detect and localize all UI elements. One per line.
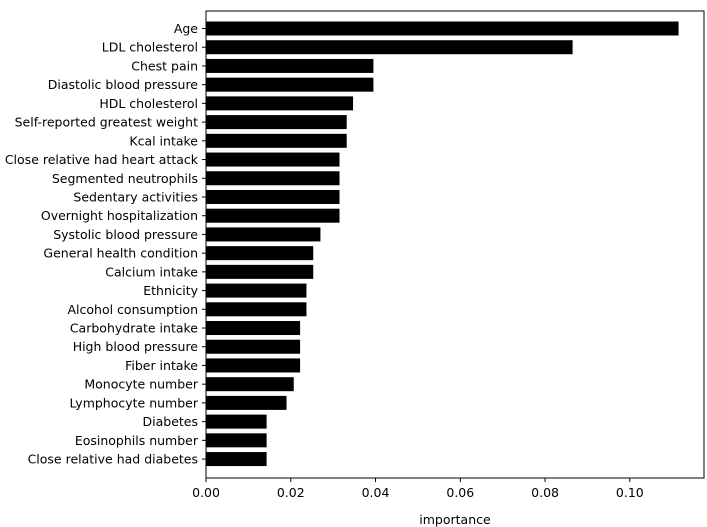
category-label-self-reported-greatest-weight: Self-reported greatest weight — [15, 115, 198, 130]
bar-high-blood-pressure — [206, 339, 301, 354]
bar-lymphocyte-number — [206, 395, 287, 410]
bar-close-relative-had-diabetes — [206, 452, 267, 467]
x-tick-label: 0.02 — [277, 485, 305, 500]
bar-monocyte-number — [206, 377, 294, 392]
bar-hdl-cholesterol — [206, 96, 354, 111]
x-tick-label: 0.04 — [362, 485, 390, 500]
bar-carbohydrate-intake — [206, 321, 301, 336]
bar-diabetes — [206, 414, 267, 429]
bar-calcium-intake — [206, 264, 314, 279]
plot-frame — [205, 10, 705, 479]
bar-eosinophils-number — [206, 433, 267, 448]
category-label-chest-pain: Chest pain — [131, 58, 198, 73]
category-label-eosinophils-number: Eosinophils number — [75, 433, 199, 448]
category-label-close-relative-had-diabetes: Close relative had diabetes — [28, 452, 198, 467]
category-label-segmented-neutrophils: Segmented neutrophils — [52, 171, 198, 186]
x-ticks-group: 0.00 0.02 0.04 0.06 0.08 0.10 — [192, 478, 644, 500]
bar-segmented-neutrophils — [206, 171, 340, 186]
bar-chest-pain — [206, 58, 374, 73]
bar-alcohol-consumption — [206, 302, 307, 317]
category-label-close-relative-had-heart-attack: Close relative had heart attack — [5, 152, 199, 167]
bar-overnight-hospitalization — [206, 208, 340, 223]
category-label-ethnicity: Ethnicity — [143, 283, 198, 298]
category-label-monocyte-number: Monocyte number — [84, 377, 198, 392]
x-tick-label: 0.10 — [616, 485, 644, 500]
x-tick-label: 0.00 — [192, 485, 220, 500]
category-label-kcal-intake: Kcal intake — [129, 133, 198, 148]
bar-general-health-condition — [206, 246, 314, 261]
bar-ethnicity — [206, 283, 307, 298]
category-label-age: Age — [174, 21, 198, 36]
category-label-ldl-cholesterol: LDL cholesterol — [102, 40, 198, 55]
category-label-systolic-blood-pressure: Systolic blood pressure — [53, 227, 198, 242]
bar-self-reported-greatest-weight — [206, 115, 347, 130]
x-tick-label: 0.08 — [531, 485, 559, 500]
category-label-lymphocyte-number: Lymphocyte number — [69, 395, 198, 410]
category-label-high-blood-pressure: High blood pressure — [73, 339, 199, 354]
category-label-fiber-intake: Fiber intake — [125, 358, 198, 373]
category-label-carbohydrate-intake: Carbohydrate intake — [70, 321, 198, 336]
bar-fiber-intake — [206, 358, 301, 373]
category-label-overnight-hospitalization: Overnight hospitalization — [41, 208, 198, 223]
category-label-alcohol-consumption: Alcohol consumption — [68, 302, 199, 317]
category-label-general-health-condition: General health condition — [43, 246, 198, 261]
category-label-sedentary-activities: Sedentary activities — [73, 189, 198, 204]
bar-close-relative-had-heart-attack — [206, 152, 340, 167]
x-tick-label: 0.06 — [446, 485, 474, 500]
bar-systolic-blood-pressure — [206, 227, 321, 242]
bar-kcal-intake — [206, 133, 347, 148]
bar-ldl-cholesterol — [206, 40, 573, 55]
category-labels-group: Age LDL cholesterol Chest pain Diastolic bl… — [5, 21, 206, 467]
x-axis-title: importance — [419, 512, 491, 527]
bar-diastolic-blood-pressure — [206, 77, 374, 92]
bar-age — [206, 21, 679, 36]
category-label-calcium-intake: Calcium intake — [105, 264, 198, 279]
category-label-diastolic-blood-pressure: Diastolic blood pressure — [48, 77, 199, 92]
bar-sedentary-activities — [206, 189, 340, 204]
bars-group — [206, 21, 679, 467]
category-label-diabetes: Diabetes — [143, 414, 199, 429]
category-label-hdl-cholesterol: HDL cholesterol — [99, 96, 198, 111]
